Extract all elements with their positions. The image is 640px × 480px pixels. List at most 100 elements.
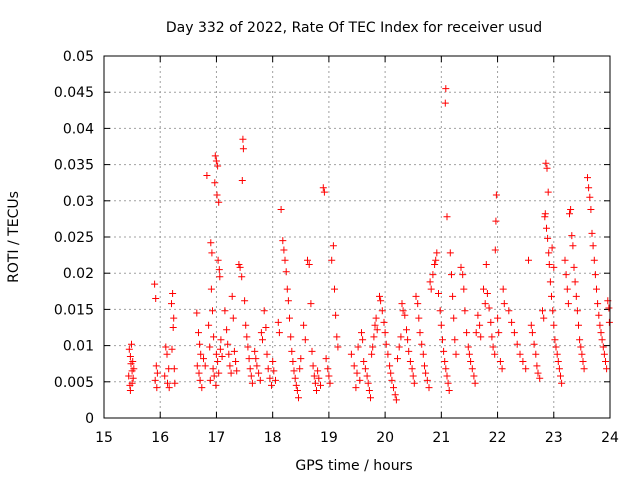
data-point	[464, 343, 472, 351]
data-point	[397, 333, 405, 341]
x-tick-label: 24	[601, 430, 619, 446]
data-point	[541, 210, 549, 218]
data-point	[505, 307, 513, 315]
data-point	[403, 326, 410, 334]
data-point	[387, 369, 395, 377]
data-point	[386, 362, 394, 370]
y-tick-label: 0.02	[63, 266, 94, 282]
data-point	[536, 374, 544, 382]
data-point	[247, 372, 255, 380]
data-point	[499, 285, 507, 293]
data-point	[279, 237, 287, 245]
data-point	[437, 321, 445, 329]
x-tick-label: 20	[376, 430, 394, 446]
data-point	[459, 271, 467, 279]
data-point	[550, 321, 558, 329]
data-point	[257, 329, 265, 337]
data-point	[539, 307, 546, 315]
data-point	[353, 369, 361, 377]
data-point	[599, 343, 607, 351]
data-point	[311, 379, 319, 387]
data-point	[390, 384, 397, 392]
data-point	[543, 164, 551, 172]
data-point	[214, 162, 222, 170]
data-point	[229, 314, 237, 322]
data-point	[382, 340, 390, 348]
data-point	[324, 365, 332, 373]
data-point	[442, 365, 450, 373]
data-point	[528, 329, 536, 337]
data-point	[227, 369, 235, 377]
data-point	[405, 347, 413, 355]
data-point	[571, 278, 579, 286]
data-point	[325, 372, 333, 380]
data-point	[468, 365, 476, 373]
data-point	[347, 350, 355, 358]
data-point	[274, 318, 282, 326]
data-point	[365, 387, 373, 394]
data-point	[412, 292, 420, 300]
data-point	[239, 145, 247, 153]
data-point	[151, 376, 159, 384]
data-point	[289, 358, 297, 365]
data-point	[170, 314, 178, 322]
data-point	[572, 292, 580, 300]
data-point	[216, 345, 224, 353]
data-point	[429, 271, 437, 279]
data-point	[551, 336, 559, 344]
data-point	[214, 358, 222, 365]
data-point	[593, 285, 600, 293]
data-point	[260, 307, 268, 315]
data-point	[244, 343, 252, 351]
grid-lines	[104, 56, 610, 418]
data-point	[575, 321, 582, 329]
data-point	[488, 333, 496, 341]
data-point	[470, 372, 478, 380]
y-tick-labels: 0 0.005 0.01 0.015 0.02 0.025 0.03 0.035 0.04 0.0…	[54, 49, 94, 427]
data-point	[492, 191, 500, 199]
data-point	[232, 358, 240, 365]
data-point	[415, 314, 423, 322]
data-point	[562, 271, 570, 279]
data-point	[602, 358, 609, 365]
data-point	[358, 329, 365, 337]
data-point	[352, 384, 360, 392]
data-point	[168, 345, 176, 353]
data-point	[525, 256, 532, 264]
data-point	[305, 261, 313, 268]
data-point	[508, 318, 516, 326]
data-point	[471, 379, 479, 387]
data-point	[480, 285, 487, 293]
data-point	[243, 333, 251, 341]
data-point	[435, 290, 442, 297]
data-point	[433, 249, 441, 257]
data-point	[516, 350, 524, 358]
x-tick-label: 23	[545, 430, 563, 446]
data-point	[286, 314, 293, 322]
x-tick-label: 18	[264, 430, 282, 446]
data-point	[269, 358, 277, 365]
data-point	[293, 387, 301, 394]
data-point	[578, 350, 586, 358]
data-point	[320, 188, 328, 196]
data-point	[130, 365, 138, 373]
data-point	[268, 381, 275, 389]
x-tick-labels: 15 16 17 18 19 20 21 22 23 24	[95, 430, 619, 446]
data-point	[223, 326, 231, 334]
y-tick-label: 0.005	[54, 375, 94, 391]
x-tick-label: 17	[208, 430, 226, 446]
data-point	[432, 256, 440, 264]
data-point	[500, 300, 508, 308]
data-point	[600, 350, 608, 358]
data-point	[595, 311, 603, 319]
data-point	[301, 336, 309, 344]
data-point	[557, 372, 564, 380]
data-point	[558, 379, 566, 387]
data-point	[152, 295, 160, 302]
data-point	[275, 329, 283, 337]
data-point	[510, 329, 518, 337]
data-point	[331, 285, 338, 293]
data-point	[161, 372, 169, 380]
data-point	[208, 249, 216, 257]
data-point	[384, 350, 392, 358]
